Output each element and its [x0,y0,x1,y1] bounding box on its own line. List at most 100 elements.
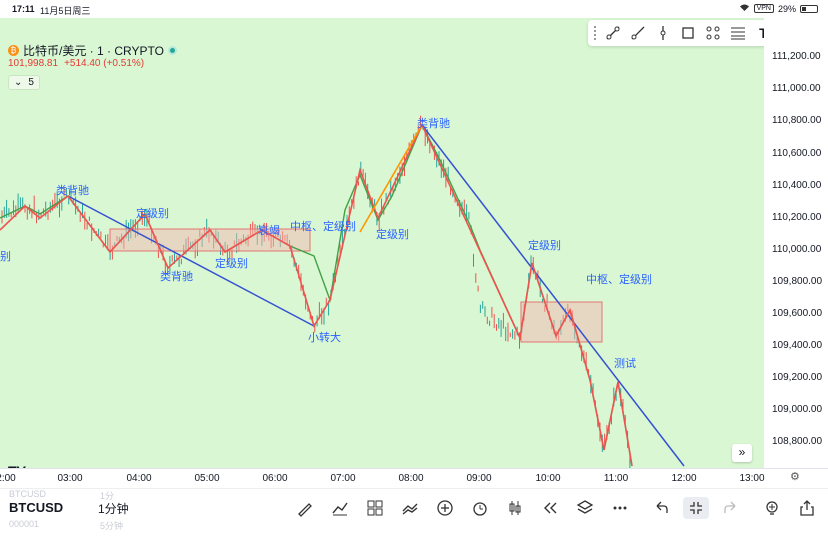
idea-icon[interactable] [759,497,785,519]
price-chart[interactable]: 类背驰 定级别 类背驰 定级别 衰竭 中枢、定级别 定级别 小转大 类背驰 定级… [0,18,764,468]
last-price: 101,998.81 [8,58,59,69]
add-icon[interactable] [432,497,458,519]
candlestick-series [1,115,631,468]
price-axis-label: 109,000.00 [772,404,823,415]
chevron-down-icon: ⌄ [14,77,23,88]
time-axis-label: 05:00 [194,473,220,484]
wifi-icon [739,3,750,14]
annotation-level-4: 定级别 [528,238,561,252]
time-axis-label: 07:00 [330,473,356,484]
layout-icon[interactable] [362,497,388,519]
vpn-badge: VPN [753,4,774,13]
price-axis-label: 109,400.00 [772,340,823,351]
text-icon[interactable]: T [752,22,775,44]
trend-line-1[interactable] [67,195,315,327]
symbol-header[interactable]: ₿ 比特币/美元 · 1 · CRYPTO [8,42,177,59]
time-axis-label: 06:00 [262,473,288,484]
price-change: +514.40 (+0.51%) [64,58,145,69]
price-axis-label: 111,200.00 [772,51,821,62]
scroll-to-latest-button[interactable]: » [732,444,752,462]
stroke-green[interactable] [0,123,633,467]
ghost-symbol: BTCUSD [9,489,47,499]
status-bar: 17:11 11月5日周三 VPN 29% [0,0,828,18]
price-axis-label: 109,200.00 [772,372,823,383]
bitcoin-icon: ₿ [8,45,19,56]
indicator-icon[interactable] [327,497,353,519]
time-axis-label: 13:00 [739,473,765,484]
trend-line-icon[interactable] [602,22,625,44]
time-axis-label: 09:00 [466,473,492,484]
share-icon[interactable] [794,497,820,519]
brush-icon[interactable] [292,497,318,519]
rewind-icon[interactable] [537,497,563,519]
time-axis-label: 10:00 [535,473,561,484]
battery-icon [800,4,818,13]
ghost-code: 000001 [9,519,40,529]
symbol-button[interactable]: BTCUSD [9,500,64,515]
ghost-interval-bottom: 5分钟 [100,521,124,531]
annotation-pivot-level-2: 中枢、定级别 [586,272,652,286]
interval-button[interactable]: 1分钟 [98,502,129,516]
gear-icon[interactable]: ⚙ [790,471,800,483]
battery-percent: 29% [777,3,796,14]
alert-icon[interactable] [467,497,493,519]
price-axis-label: 109,800.00 [772,276,823,287]
redo-icon[interactable] [718,497,744,519]
annotation-small-to-large: 小转大 [308,330,341,344]
time-axis-label: 08:00 [398,473,424,484]
annotation-level-1: 定级别 [136,206,169,220]
price-axis-label: 110,400.00 [772,180,822,191]
price-axis-label: 109,600.00 [772,308,823,319]
annotation-level-3: 定级别 [376,227,409,241]
compare-icon[interactable] [397,497,423,519]
ghost-interval-top: 1分 [100,491,115,501]
annotation-test: 测试 [614,357,636,370]
rectangle-icon[interactable] [677,22,700,44]
time-axis-label: 03:00 [57,473,83,484]
status-right: VPN 29% [739,3,818,14]
status-date: 11月5日周三 [40,6,91,16]
annotation-level-edge: 别 [0,250,11,263]
indicator-count: 5 [28,77,34,88]
time-axis-label: 2:00 [0,473,16,484]
time-axis-label: 12:00 [671,473,697,484]
time-axis-label: 11:00 [603,473,629,484]
price-axis-label: 110,000.00 [772,244,822,255]
pivot-zone-2[interactable] [520,301,603,343]
ray-icon[interactable] [627,22,650,44]
price-axis-label: 110,600.00 [772,148,822,159]
market-open-icon [167,46,177,55]
indicator-toggle[interactable]: ⌄ 5 [8,75,40,90]
time-axis-label: 04:00 [126,473,152,484]
annotation-level-2: 定级别 [215,256,248,270]
price-line: 101,998.81 +514.40 (+0.51%) [8,58,144,69]
price-axis[interactable]: 111,200.00 111,000.00 110,800.00 110,600.00… [764,18,828,468]
annotation-exhaustion: 衰竭 [258,223,280,237]
annotation-divergence-1: 类背驰 [56,183,89,197]
annotation-pivot-level-1: 中枢、定级别 [290,219,356,233]
price-axis-label: 110,800.00 [772,115,822,126]
price-axis-label: 111,000.00 [772,83,821,94]
annotation-divergence-3: 类背驰 [417,116,450,130]
symbol-title[interactable]: 比特币/美元 · 1 · CRYPTO [23,44,164,58]
node-icon[interactable] [702,22,725,44]
drag-handle-icon[interactable] [594,26,600,40]
fullscreen-icon[interactable] [683,497,709,519]
time-axis[interactable]: 2:00 03:00 04:00 05:00 06:00 07:00 08:00 09:00 1… [0,468,828,488]
chart-area[interactable]: 类背驰 定级别 类背驰 定级别 衰竭 中枢、定级别 定级别 小转大 类背驰 定级… [0,18,828,468]
price-axis-label: 110,200.00 [772,212,822,223]
more-icon[interactable] [607,497,633,519]
status-time: 17:11 [12,4,35,14]
bottom-toolbar: BTCUSD 1分 BTCUSD 1分钟 000001 5分钟 [0,488,828,544]
price-axis-label: 108,800.00 [772,436,823,447]
stroke-orange[interactable] [359,124,423,233]
stroke-red[interactable] [0,123,633,467]
tradingview-logo-icon[interactable]: TV [8,463,26,468]
trend-line-2[interactable] [421,124,685,467]
layers-icon[interactable] [572,497,598,519]
annotation-divergence-2: 类背驰 [160,269,193,283]
vertical-line-icon[interactable] [652,22,675,44]
undo-icon[interactable] [648,497,674,519]
fib-icon[interactable] [727,22,750,44]
bar-replay-icon[interactable] [502,497,528,519]
